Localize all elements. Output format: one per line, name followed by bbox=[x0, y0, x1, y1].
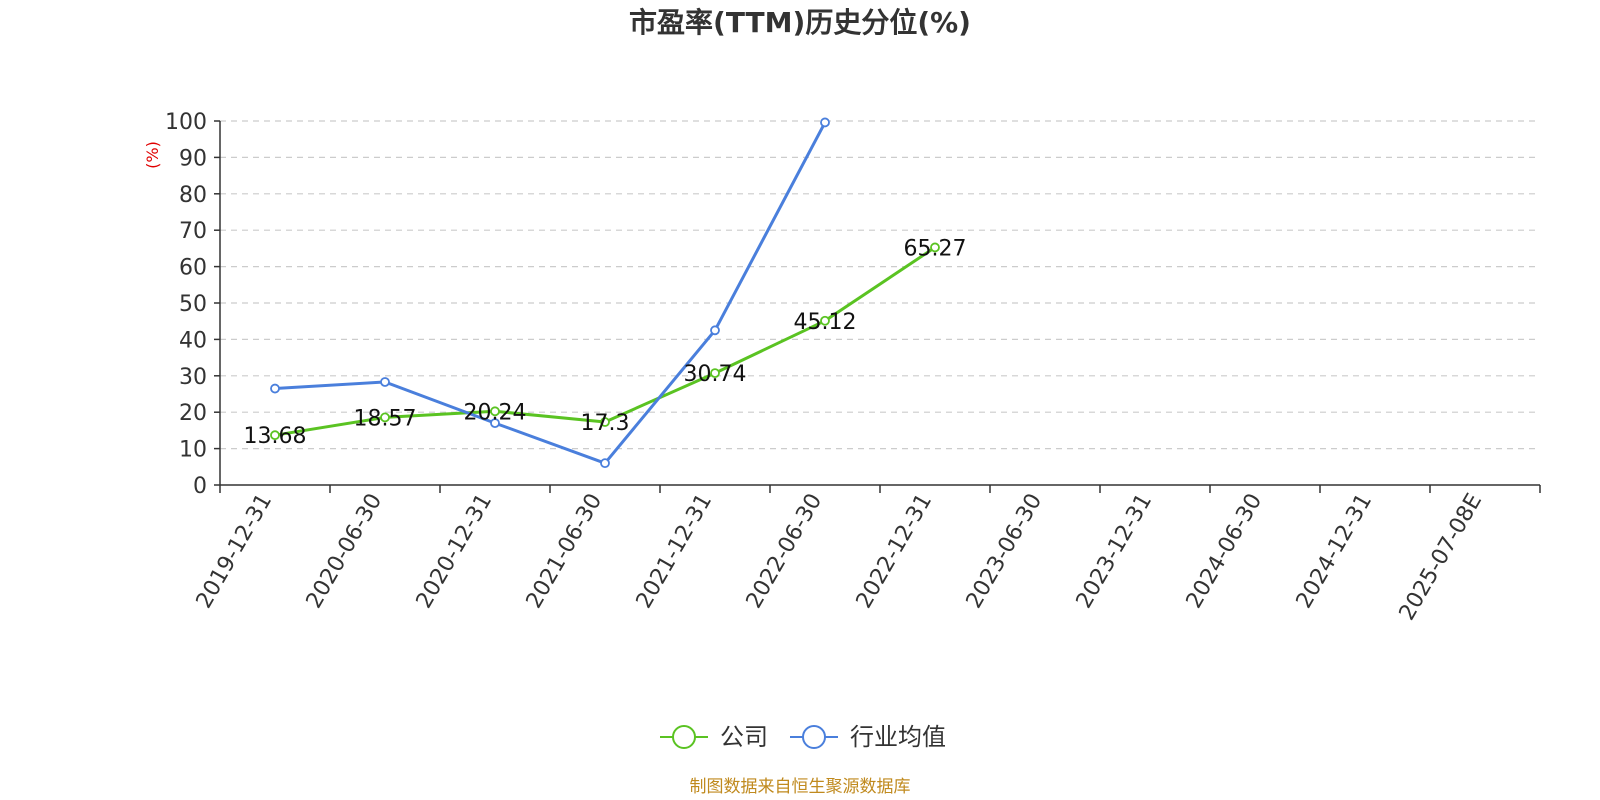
x-tick-label: 2020-12-31 bbox=[412, 490, 498, 613]
data-label: 45.12 bbox=[794, 310, 857, 335]
data-label: 17.3 bbox=[581, 411, 630, 436]
x-tick-label: 2023-12-31 bbox=[1072, 490, 1158, 613]
y-tick-label: 100 bbox=[165, 110, 207, 135]
data-point-marker bbox=[710, 325, 720, 336]
x-tick-label: 2020-06-30 bbox=[302, 490, 388, 613]
data-point-marker bbox=[380, 377, 390, 387]
y-tick-label: 0 bbox=[193, 474, 207, 499]
y-tick-label: 80 bbox=[179, 183, 207, 208]
legend-item: 行业均值 bbox=[790, 723, 946, 751]
y-tick-label: 10 bbox=[179, 438, 207, 463]
y-tick-label: 40 bbox=[179, 328, 207, 353]
y-tick-label: 70 bbox=[179, 219, 207, 244]
legend-item: 公司 bbox=[660, 723, 768, 751]
series-lines bbox=[270, 117, 940, 469]
y-axis-unit-label: (%) bbox=[143, 141, 162, 169]
grid-lines bbox=[220, 120, 1540, 450]
data-point-marker bbox=[600, 417, 610, 427]
x-tick-label: 2023-06-30 bbox=[962, 490, 1048, 613]
data-point-marker bbox=[270, 383, 280, 394]
data-point-marker bbox=[490, 406, 500, 417]
data-point-marker bbox=[930, 242, 940, 253]
data-label: 30.74 bbox=[684, 362, 747, 387]
data-label: 18.57 bbox=[354, 406, 417, 431]
x-tick-label: 2019-12-31 bbox=[192, 490, 278, 613]
x-tick-label: 2025-07-08E bbox=[1395, 490, 1488, 625]
legend: 公司 行业均值 bbox=[660, 723, 946, 751]
data-labels: 13.68 18.57 20.24 17.3 30.74 45.12 65.27 bbox=[244, 236, 967, 449]
y-tick-label: 20 bbox=[179, 401, 207, 426]
x-tick-label: 2024-12-31 bbox=[1292, 490, 1378, 613]
legend-label: 行业均值 bbox=[850, 723, 946, 751]
data-label: 65.27 bbox=[904, 236, 967, 261]
data-point-marker bbox=[270, 430, 280, 441]
axes: 0 10 20 30 40 50 60 70 80 90 100 2019-12-31 2020-06-… bbox=[165, 110, 1541, 625]
y-tick-label: 30 bbox=[179, 365, 207, 390]
data-point-marker bbox=[820, 117, 830, 128]
y-tick-label: 90 bbox=[179, 146, 207, 171]
data-label: 13.68 bbox=[244, 424, 307, 449]
y-tick-label: 60 bbox=[179, 256, 207, 281]
data-point-marker bbox=[490, 418, 500, 429]
y-tick-label: 50 bbox=[179, 292, 207, 317]
data-point-marker bbox=[710, 368, 720, 379]
x-tick-label: 2022-06-30 bbox=[742, 490, 828, 613]
data-point-marker bbox=[600, 458, 610, 469]
x-tick-label: 2024-06-30 bbox=[1182, 490, 1268, 613]
legend-marker-icon bbox=[802, 725, 826, 749]
data-point-marker bbox=[820, 315, 830, 326]
x-tick-label: 2022-12-31 bbox=[852, 490, 938, 613]
data-source-note: 制图数据来自恒生聚源数据库 bbox=[690, 777, 911, 797]
data-label: 20.24 bbox=[464, 400, 527, 425]
data-point-marker bbox=[380, 412, 390, 423]
x-tick-label: 2021-06-30 bbox=[522, 490, 608, 613]
chart-title: 市盈率(TTM)历史分位(%) bbox=[629, 6, 971, 39]
series-line-1 bbox=[274, 121, 827, 465]
legend-label: 公司 bbox=[720, 723, 768, 751]
legend-marker-icon bbox=[672, 725, 696, 749]
x-tick-label: 2021-12-31 bbox=[632, 490, 718, 613]
